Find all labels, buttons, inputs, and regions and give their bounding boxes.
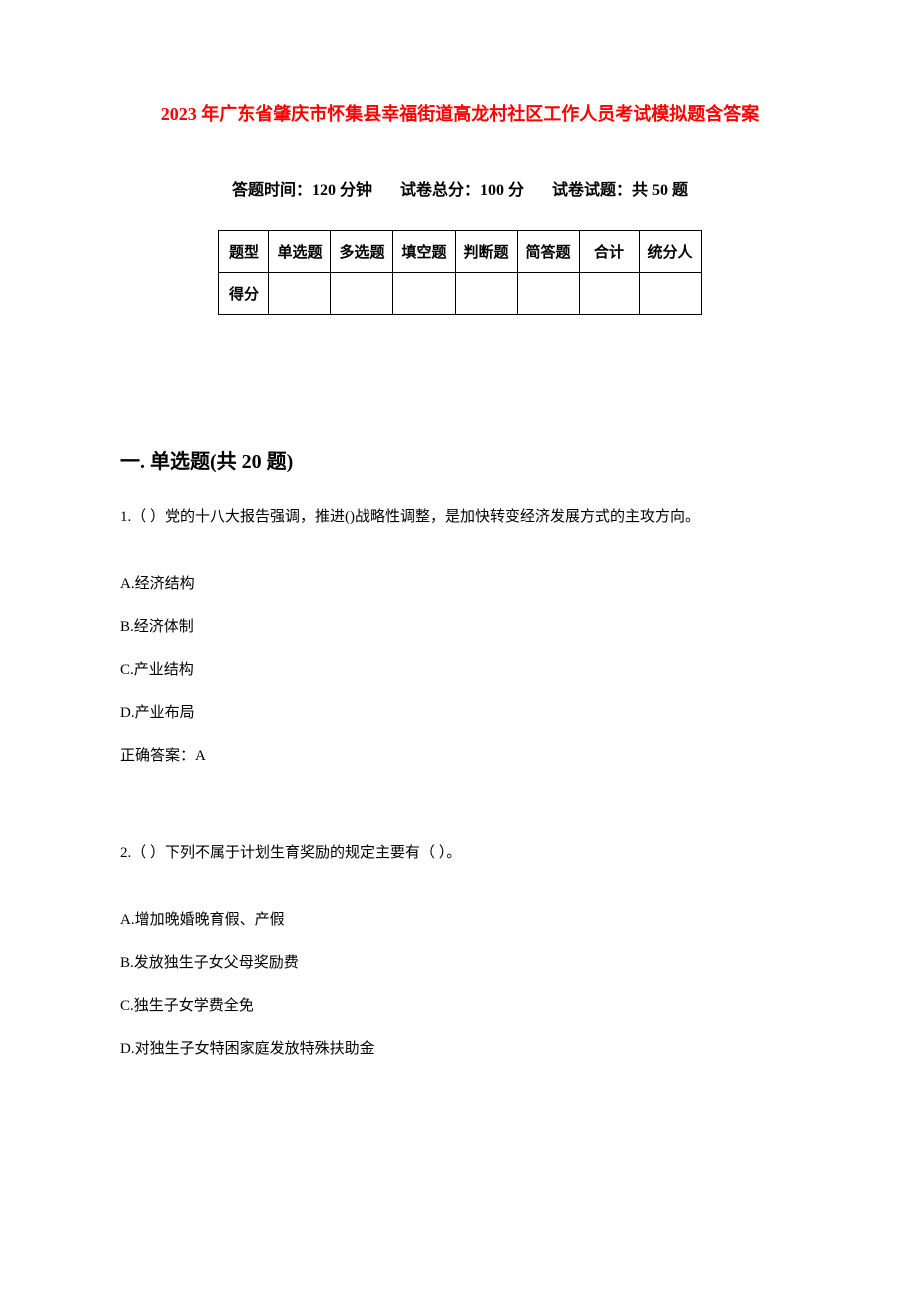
question-option: D.对独生子女特困家庭发放特殊扶助金 <box>120 1036 800 1063</box>
table-cell-empty <box>517 273 579 315</box>
table-header-col: 多选题 <box>331 231 393 273</box>
table-header-col: 填空题 <box>393 231 455 273</box>
table-cell-empty <box>579 273 639 315</box>
question-option: B.发放独生子女父母奖励费 <box>120 950 800 977</box>
table-header-col: 判断题 <box>455 231 517 273</box>
question-option: C.独生子女学费全免 <box>120 993 800 1020</box>
document-title: 2023 年广东省肇庆市怀集县幸福街道高龙村社区工作人员考试模拟题含答案 <box>161 104 760 124</box>
table-header-score: 得分 <box>219 273 269 315</box>
question-option: D.产业布局 <box>120 700 800 727</box>
table-cell-empty <box>331 273 393 315</box>
question-block: 1.（ ）党的十八大报告强调，推进()战略性调整，是加快转变经济发展方式的主攻方… <box>120 504 800 770</box>
table-row: 得分 <box>219 273 701 315</box>
section-heading: 一. 单选题(共 20 题) <box>120 445 800 474</box>
question-option: C.产业结构 <box>120 657 800 684</box>
score-table: 题型 单选题 多选题 填空题 判断题 简答题 合计 统分人 得分 <box>218 230 701 315</box>
question-option: A.经济结构 <box>120 571 800 598</box>
document-title-container: 2023 年广东省肇庆市怀集县幸福街道高龙村社区工作人员考试模拟题含答案 <box>120 100 800 126</box>
exam-total-score-label: 试卷总分：100 分 <box>400 182 524 199</box>
exam-info-row: 答题时间：120 分钟 试卷总分：100 分 试卷试题：共 50 题 <box>120 176 800 200</box>
question-option: B.经济体制 <box>120 614 800 641</box>
question-block: 2.（ ）下列不属于计划生育奖励的规定主要有（ ）。 A.增加晚婚晚育假、产假 … <box>120 840 800 1063</box>
table-header-col: 简答题 <box>517 231 579 273</box>
question-text: 1.（ ）党的十八大报告强调，推进()战略性调整，是加快转变经济发展方式的主攻方… <box>120 504 800 531</box>
table-cell-empty <box>455 273 517 315</box>
question-text: 2.（ ）下列不属于计划生育奖励的规定主要有（ ）。 <box>120 840 800 867</box>
table-row: 题型 单选题 多选题 填空题 判断题 简答题 合计 统分人 <box>219 231 701 273</box>
table-header-type: 题型 <box>219 231 269 273</box>
question-option: A.增加晚婚晚育假、产假 <box>120 907 800 934</box>
table-cell-empty <box>393 273 455 315</box>
table-cell-empty <box>269 273 331 315</box>
exam-time-label: 答题时间：120 分钟 <box>232 182 372 199</box>
exam-question-count-label: 试卷试题：共 50 题 <box>552 182 688 199</box>
table-cell-empty <box>639 273 701 315</box>
table-header-col: 统分人 <box>639 231 701 273</box>
table-header-col: 单选题 <box>269 231 331 273</box>
question-answer: 正确答案：A <box>120 743 800 770</box>
table-header-col: 合计 <box>579 231 639 273</box>
